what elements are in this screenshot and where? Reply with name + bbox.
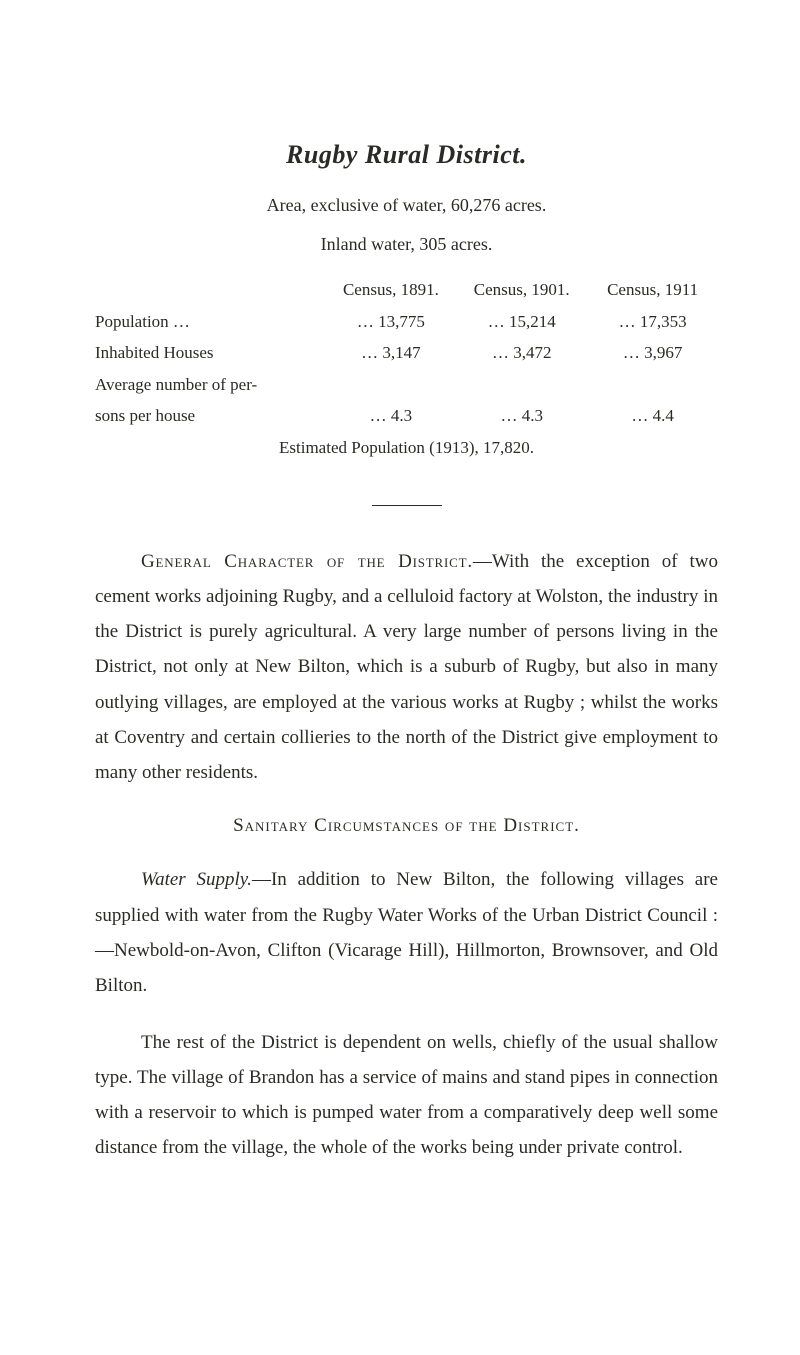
row-label: sons per house — [95, 400, 326, 432]
row-label: Average number of per- — [95, 369, 326, 401]
divider — [372, 505, 442, 506]
row-label: Population — [95, 312, 169, 331]
table-row: sons per house … 4.3 … 4.3 … 4.4 — [95, 400, 718, 432]
header-1901: Census, 1901. — [456, 274, 587, 306]
cell-1901: … 15,214 — [456, 306, 587, 338]
area-line: Area, exclusive of water, 60,276 acres. — [95, 192, 718, 219]
cell-1911: … 3,967 — [587, 337, 718, 369]
census-table: Census, 1891. Census, 1901. Census, 1911… — [95, 274, 718, 463]
estimated-population: Estimated Population (1913), 17,820. — [95, 432, 718, 464]
paragraph-lead-italic: Water Supply. — [141, 869, 252, 890]
table-row: Inhabited Houses … 3,147 … 3,472 … 3,967 — [95, 337, 718, 369]
cell-1891: … 13,775 — [326, 306, 457, 338]
header-1891: Census, 1891. — [326, 274, 457, 306]
cell-1901: … 4.3 — [456, 400, 587, 432]
table-row: Estimated Population (1913), 17,820. — [95, 432, 718, 464]
table-header-row: Census, 1891. Census, 1901. Census, 1911 — [95, 274, 718, 306]
paragraph-wells: The rest of the District is dependent on… — [95, 1025, 718, 1166]
cell-1911: … 4.4 — [587, 400, 718, 432]
cell-1891: … 3,147 — [326, 337, 457, 369]
leader-dots: … — [173, 312, 191, 331]
cell-1911: … 17,353 — [587, 306, 718, 338]
paragraph-general-character: General Character of the District.—With … — [95, 544, 718, 790]
census-table-wrap: Census, 1891. Census, 1901. Census, 1911… — [95, 274, 718, 463]
page-title: Rugby Rural District. — [95, 135, 718, 174]
table-row: Average number of per- — [95, 369, 718, 401]
paragraph-lead: General Character of the District. — [141, 551, 473, 572]
paragraph-body: The rest of the District is dependent on… — [95, 1032, 718, 1158]
paragraph-body: —With the exception of two cement works … — [95, 551, 718, 783]
header-1911: Census, 1911 — [587, 274, 718, 306]
paragraph-water-supply: Water Supply.—In addition to New Bilton,… — [95, 862, 718, 1003]
section-heading-sanitary: Sanitary Circumstances of the District. — [95, 812, 718, 841]
table-row: Population … … 13,775 … 15,214 … 17,353 — [95, 306, 718, 338]
cell-1901: … 3,472 — [456, 337, 587, 369]
row-label: Inhabited Houses — [95, 337, 326, 369]
cell-1891: … 4.3 — [326, 400, 457, 432]
inland-line: Inland water, 305 acres. — [95, 231, 718, 258]
